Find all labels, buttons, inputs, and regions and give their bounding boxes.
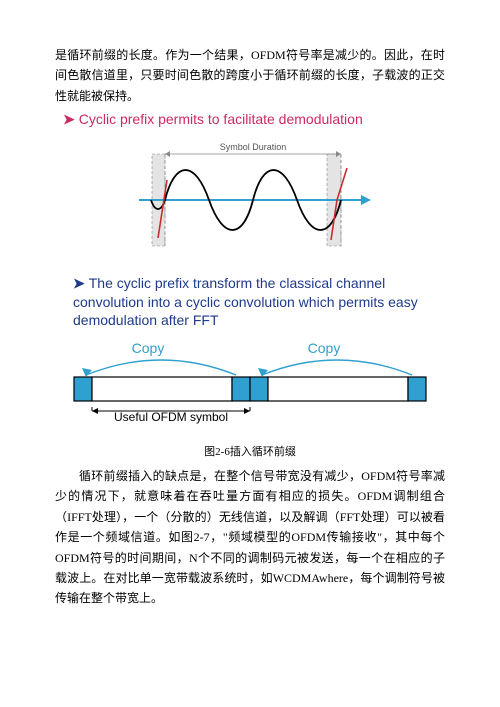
bullet2-text: The cyclic prefix transform the classica…	[73, 275, 418, 327]
figure-caption: 图2-6插入循环前缀	[55, 443, 445, 462]
intro-paragraph: 是循环前缀的长度。作为一个结果，OFDM符号率是减少的。因此，在时间色散信道里，…	[55, 45, 445, 106]
svg-text:Copy: Copy	[308, 340, 341, 356]
svg-text:Copy: Copy	[132, 340, 165, 356]
bullet1-text: Cyclic prefix permits to facilitate demo…	[79, 111, 363, 127]
figure-cyclic-prefix-wave: Symbol Duration	[55, 140, 445, 266]
bullet-arrow-icon: ➤	[73, 275, 85, 291]
figure-ofdm-copy: Copy Copy Useful OFDM symbol	[55, 339, 445, 435]
wave-diagram-svg: Symbol Duration	[95, 140, 405, 260]
bullet-arrow-icon: ➤	[63, 111, 75, 127]
copy-diagram-svg: Copy Copy Useful OFDM symbol	[56, 339, 444, 429]
bullet-cyclic-convolution: ➤The cyclic prefix transform the classic…	[73, 274, 433, 329]
svg-text:Symbol Duration: Symbol Duration	[220, 142, 287, 152]
svg-text:Useful OFDM symbol: Useful OFDM symbol	[114, 410, 228, 424]
bullet-cyclic-prefix-demod: ➤Cyclic prefix permits to facilitate dem…	[63, 108, 445, 132]
body-paragraph: 循环前缀插入的缺点是，在整个信号带宽没有减少，OFDM符号率减少的情况下，就意味…	[55, 466, 445, 609]
